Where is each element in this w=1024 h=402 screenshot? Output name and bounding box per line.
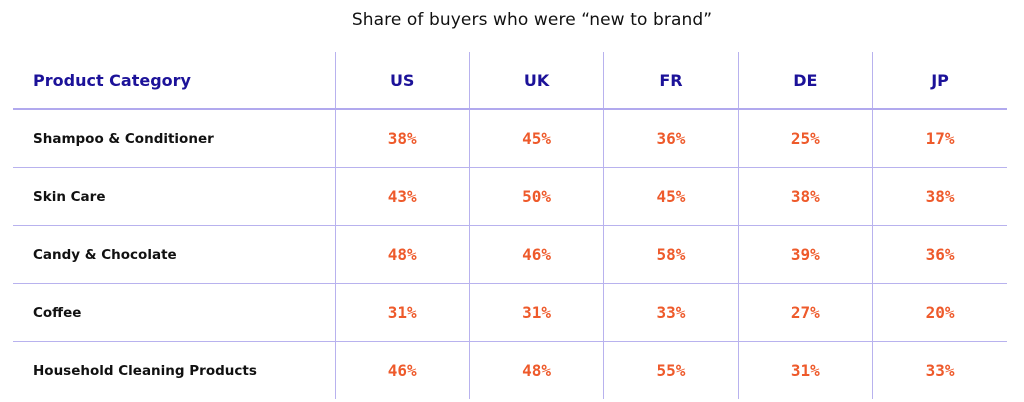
row-label: Shampoo & Conditioner — [13, 109, 336, 168]
cell-value: 45% — [469, 109, 605, 168]
cell-value: 38% — [738, 167, 874, 226]
cell-value: 36% — [872, 225, 1007, 284]
column-header-fr: FR — [603, 52, 739, 110]
cell-value: 31% — [738, 341, 874, 399]
cell-value: 46% — [469, 225, 605, 284]
table-header-row: Product Category US UK FR DE JP — [13, 52, 1007, 110]
chart-title: Share of buyers who were “new to brand” — [351, 10, 713, 30]
cell-value: 48% — [469, 341, 605, 399]
table-row: Candy & Chocolate 48% 46% 58% 39% 36% — [13, 225, 1007, 284]
cell-value: 48% — [335, 225, 470, 284]
cell-value: 50% — [469, 167, 605, 226]
cell-value: 25% — [738, 109, 874, 168]
cell-value: 17% — [872, 109, 1007, 168]
row-label: Coffee — [13, 283, 336, 342]
cell-value: 27% — [738, 283, 874, 342]
cell-value: 36% — [603, 109, 739, 168]
table-row: Skin Care 43% 50% 45% 38% 38% — [13, 167, 1007, 226]
cell-value: 38% — [335, 109, 470, 168]
column-header-us: US — [335, 52, 470, 110]
row-label: Household Cleaning Products — [13, 341, 336, 399]
row-label: Candy & Chocolate — [13, 225, 336, 284]
row-label: Skin Care — [13, 167, 336, 226]
table-row: Household Cleaning Products 46% 48% 55% … — [13, 341, 1007, 399]
cell-value: 38% — [872, 167, 1007, 226]
cell-value: 20% — [872, 283, 1007, 342]
cell-value: 31% — [469, 283, 605, 342]
table-row: Coffee 31% 31% 33% 27% 20% — [13, 283, 1007, 342]
column-header-product-category: Product Category — [13, 52, 336, 110]
cell-value: 46% — [335, 341, 470, 399]
data-table: Product Category US UK FR DE JP Shampoo … — [13, 52, 1007, 399]
cell-value: 33% — [925, 361, 955, 380]
cell-value: 43% — [335, 167, 470, 226]
column-header-de: DE — [738, 52, 874, 110]
column-header-jp: JP — [872, 52, 1007, 110]
cell-value: 58% — [603, 225, 739, 284]
cell-value: 33% — [603, 283, 739, 342]
column-header-uk: UK — [469, 52, 605, 110]
cell-value: 55% — [603, 341, 739, 399]
cell-value: 45% — [603, 167, 739, 226]
table-row: Shampoo & Conditioner 38% 45% 36% 25% 17… — [13, 109, 1007, 168]
cell-value: 39% — [738, 225, 874, 284]
cell-value: 31% — [335, 283, 470, 342]
